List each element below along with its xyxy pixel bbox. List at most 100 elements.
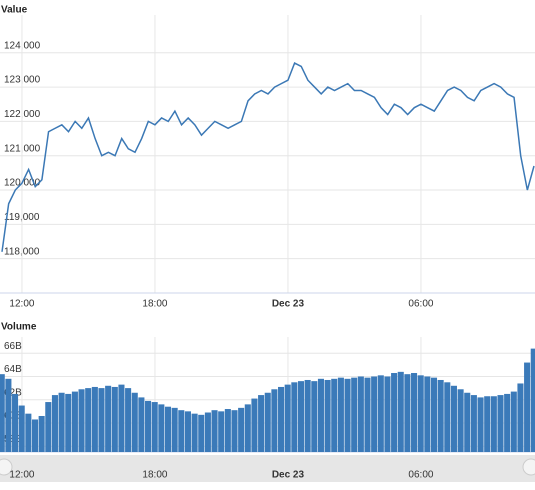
volume-bar	[51, 395, 58, 452]
volume-bar	[224, 409, 231, 452]
volume-bar	[5, 378, 12, 452]
navigator	[0, 455, 535, 482]
volume-bar	[324, 379, 331, 452]
volume-bar	[251, 398, 258, 452]
volume-bar	[231, 410, 238, 452]
volume-bar	[118, 384, 125, 452]
volume-bar	[105, 385, 112, 452]
volume-bar	[357, 376, 364, 452]
volume-bar	[404, 374, 411, 452]
volume-bar	[25, 413, 32, 452]
volume-bar	[371, 376, 378, 452]
x-tick-label: Dec 23	[272, 470, 305, 481]
volume-bar	[490, 396, 497, 452]
x-tick-label: 12:00	[9, 299, 34, 310]
volume-bar	[517, 383, 524, 452]
volume-bar	[464, 392, 471, 452]
volume-bar	[65, 393, 72, 452]
volume-bar	[278, 386, 285, 452]
volume-bar	[457, 389, 464, 452]
volume-bar	[530, 348, 535, 452]
volume-bar	[244, 404, 251, 452]
volume-bar	[351, 377, 358, 452]
volume-bar	[470, 395, 477, 452]
volume-bar	[38, 415, 45, 452]
x-tick-label: 18:00	[142, 299, 167, 310]
volume-bar	[85, 388, 92, 452]
volume-bar	[484, 396, 491, 452]
volume-bar	[497, 395, 504, 452]
volume-bar	[198, 414, 205, 452]
volume-bar	[417, 375, 424, 452]
volume-bar	[317, 378, 324, 452]
x-tick-label: 06:00	[408, 299, 433, 310]
volume-bar	[18, 405, 25, 452]
volume-bar	[91, 386, 98, 452]
volume-bar	[504, 393, 511, 452]
volume-bar	[164, 406, 172, 452]
volume-bar	[111, 386, 118, 452]
volume-bar	[12, 393, 19, 452]
volume-bar	[264, 392, 271, 452]
volume-bar	[131, 392, 138, 452]
volume-bar	[377, 375, 384, 452]
volume-bar	[384, 376, 391, 452]
volume-bar	[510, 391, 517, 452]
volume-bar	[145, 400, 152, 452]
x-tick-label: 06:00	[408, 470, 433, 481]
volume-bar	[364, 377, 371, 452]
volume-bar	[391, 373, 398, 452]
volume-bar	[178, 410, 185, 452]
volume-bar	[450, 385, 457, 452]
volume-bar	[291, 382, 298, 452]
volume-bar	[430, 377, 438, 452]
x-tick-label: 12:00	[9, 470, 34, 481]
volume-bar	[238, 407, 245, 452]
volume-bar	[337, 377, 344, 452]
volume-bar	[437, 379, 444, 452]
volume-bar	[184, 411, 191, 452]
y-tick-label: 66B	[4, 341, 22, 352]
y-tick-label: 64B	[4, 364, 22, 375]
chart-title: Value	[1, 5, 28, 16]
volume-bar	[204, 412, 211, 452]
volume-bar	[284, 384, 291, 452]
volume-bar	[125, 388, 132, 452]
volume-bar	[304, 379, 311, 452]
volume-bar	[477, 397, 484, 452]
price-line	[1, 62, 535, 252]
volume-bar	[218, 411, 225, 452]
volume-bar	[191, 413, 198, 452]
volume-bar	[31, 419, 39, 452]
volume-bar	[344, 378, 351, 452]
volume-bar	[444, 382, 451, 452]
volume-bar	[78, 389, 85, 452]
volume-bar	[297, 381, 305, 452]
volume-bar	[71, 391, 78, 452]
x-tick-label: Dec 23	[272, 299, 305, 310]
volume-bar	[258, 395, 265, 452]
volume-bar	[138, 397, 145, 452]
volume-bar	[331, 378, 338, 452]
scroll-right[interactable]	[522, 458, 535, 476]
volume-bar	[58, 392, 65, 452]
volume-bar	[311, 381, 318, 452]
volume-bar	[0, 374, 5, 452]
volume-bar	[524, 362, 531, 452]
y-tick-label: 62B	[4, 387, 22, 398]
chart-title: Volume	[1, 322, 37, 333]
volume-bar	[158, 404, 165, 452]
volume-bar	[211, 410, 218, 452]
volume-bar	[98, 388, 105, 452]
scroll-left[interactable]	[0, 458, 13, 476]
volume-bar	[397, 371, 404, 452]
volume-bar	[171, 407, 178, 452]
volume-bar	[271, 389, 278, 452]
volume-bar	[424, 376, 431, 452]
x-tick-label: 18:00	[142, 470, 167, 481]
volume-bar	[151, 402, 158, 452]
volume-bar	[411, 373, 418, 452]
volume-bar	[45, 402, 52, 452]
